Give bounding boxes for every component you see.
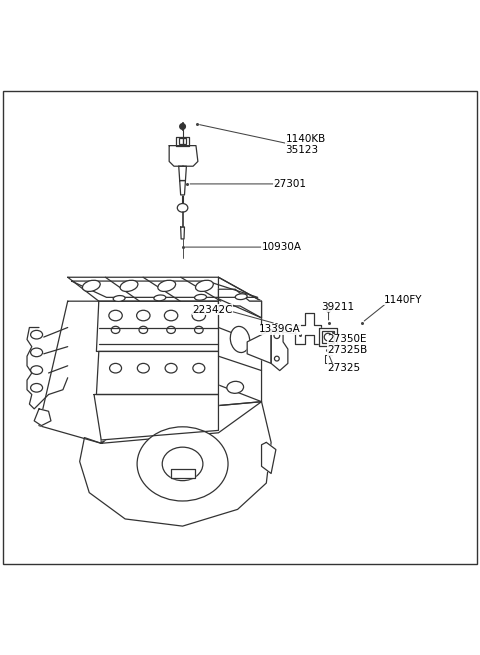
Polygon shape [101,402,262,443]
Ellipse shape [111,326,120,333]
Ellipse shape [230,326,250,352]
Ellipse shape [162,447,203,481]
Polygon shape [94,394,218,440]
Polygon shape [80,402,271,526]
Ellipse shape [109,310,122,321]
Ellipse shape [275,356,279,361]
Ellipse shape [167,326,175,333]
Ellipse shape [31,348,43,357]
Ellipse shape [31,330,43,339]
Polygon shape [34,409,51,426]
Ellipse shape [324,333,332,341]
Text: 27325: 27325 [327,363,360,373]
Ellipse shape [195,280,213,291]
Polygon shape [271,330,288,371]
Ellipse shape [227,381,243,394]
Ellipse shape [194,294,206,300]
Polygon shape [170,469,194,478]
Polygon shape [68,277,262,301]
Polygon shape [180,227,184,239]
Ellipse shape [326,308,331,312]
Ellipse shape [154,295,166,301]
Ellipse shape [31,365,43,375]
Polygon shape [218,277,262,402]
Ellipse shape [194,326,203,333]
Polygon shape [262,442,276,474]
Ellipse shape [235,294,247,299]
Ellipse shape [177,204,188,212]
Polygon shape [295,313,322,345]
Text: 1140KB
35123: 1140KB 35123 [286,134,326,155]
Text: 27325B: 27325B [327,345,367,356]
Ellipse shape [192,310,205,321]
Ellipse shape [193,364,205,373]
Ellipse shape [180,124,185,129]
Ellipse shape [137,364,149,373]
Ellipse shape [83,280,100,291]
Ellipse shape [165,364,177,373]
Polygon shape [179,166,186,181]
Polygon shape [319,328,337,346]
Bar [322,331,334,343]
Polygon shape [176,138,189,145]
Polygon shape [96,301,218,352]
Polygon shape [39,301,101,443]
Ellipse shape [274,333,280,339]
Polygon shape [96,352,218,394]
Ellipse shape [120,280,138,291]
Ellipse shape [137,427,228,501]
Text: 1140FY: 1140FY [384,295,422,305]
Text: 1339GA: 1339GA [259,324,301,335]
Ellipse shape [139,326,148,333]
Polygon shape [180,181,185,195]
Ellipse shape [158,280,176,291]
Polygon shape [247,330,271,364]
Ellipse shape [113,295,125,301]
Polygon shape [169,145,198,166]
Text: 22342C: 22342C [192,305,233,315]
Bar [179,138,186,144]
Polygon shape [218,290,262,318]
Text: 27301: 27301 [274,179,307,189]
Text: 27350E: 27350E [327,335,367,345]
Ellipse shape [109,364,121,373]
Text: 10930A: 10930A [262,242,301,252]
Ellipse shape [137,310,150,321]
Ellipse shape [164,310,178,321]
Ellipse shape [31,383,43,392]
Text: 39211: 39211 [322,302,355,312]
